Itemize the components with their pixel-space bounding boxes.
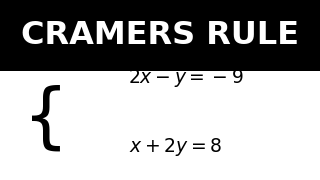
FancyBboxPatch shape	[0, 0, 320, 71]
Text: $2x - y = -9$: $2x - y = -9$	[128, 67, 244, 89]
Text: $\{$: $\{$	[22, 83, 61, 153]
Text: CRAMERS RULE: CRAMERS RULE	[21, 20, 299, 51]
Text: $x + 2y = 8$: $x + 2y = 8$	[129, 136, 223, 158]
